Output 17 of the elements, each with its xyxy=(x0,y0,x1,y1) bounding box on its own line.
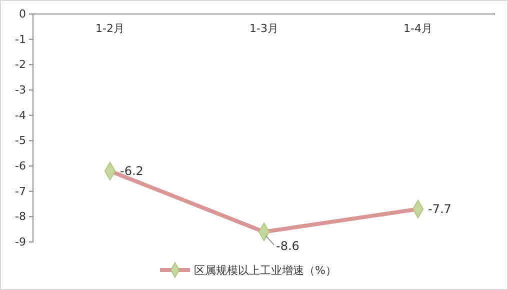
data-label: -8.6 xyxy=(276,238,300,253)
y-tick-label: 0 xyxy=(19,8,26,21)
x-tick-label: 1-2月 xyxy=(96,22,124,35)
y-tick-label: -1 xyxy=(15,32,26,46)
legend-label: 区属规模以上工业增速（%） xyxy=(194,264,336,277)
y-tick-label: -4 xyxy=(15,108,26,122)
y-tick-label: -5 xyxy=(15,134,26,148)
x-tick-label: 1-4月 xyxy=(404,22,432,35)
y-tick-label: -2 xyxy=(15,58,26,72)
y-tick-label: -7 xyxy=(15,184,26,198)
y-tick-label: -6 xyxy=(15,160,26,173)
x-tick-label: 1-3月 xyxy=(250,22,278,35)
y-tick-label: -8 xyxy=(15,210,26,224)
y-tick-label: -3 xyxy=(15,84,26,97)
data-label: -7.7 xyxy=(428,202,452,216)
y-tick-label: -9 xyxy=(15,236,26,249)
data-label: -6.2 xyxy=(120,164,144,178)
